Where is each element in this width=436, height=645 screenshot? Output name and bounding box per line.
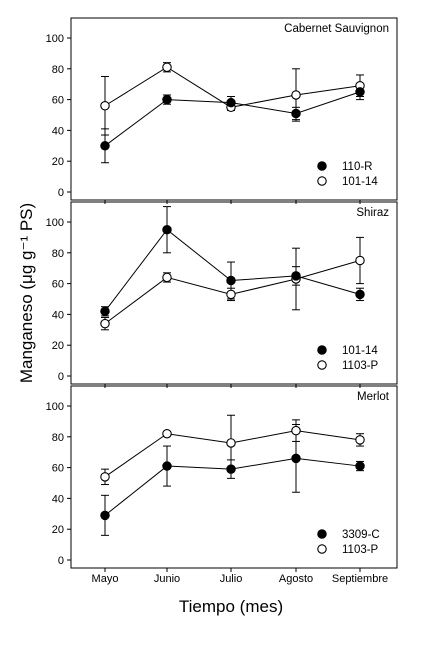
x-axis-title: Tiempo (mes) (179, 597, 283, 616)
legend-marker (317, 176, 327, 186)
data-point (226, 464, 236, 474)
legend-marker (317, 360, 327, 370)
data-point (162, 62, 172, 73)
y-tick-label: 20 (52, 524, 64, 536)
data-point (355, 435, 365, 445)
data-point (162, 94, 172, 105)
data-point (100, 141, 110, 151)
panel-title: Cabernet Sauvignon (284, 23, 389, 35)
y-axis-title: Manganeso (μg g⁻¹ PS) (17, 203, 36, 383)
y-tick-label: 100 (46, 33, 64, 45)
data-point (226, 275, 236, 286)
y-tick-label: 40 (52, 493, 64, 505)
y-tick-label: 100 (46, 217, 64, 229)
data-point (291, 108, 301, 119)
y-tick-label: 80 (52, 248, 64, 260)
y-tick-label: 20 (52, 340, 64, 352)
panel-title: Shiraz (356, 207, 389, 219)
legend-label: 3309-C (342, 529, 380, 541)
legend-label: 1103-P (342, 360, 379, 372)
data-point (226, 289, 236, 300)
y-tick-label: 100 (46, 401, 64, 413)
data-point (355, 289, 365, 300)
legend-label: 101-14 (342, 345, 378, 357)
panel-title: Merlot (357, 391, 390, 403)
data-point (162, 224, 172, 235)
panel-2: 0 20 40 60 80 100 Shiraz 101-14 1103-P (46, 201, 398, 388)
legend-marker (317, 161, 327, 171)
legend-marker (317, 345, 327, 355)
y-tick-label: 0 (58, 187, 64, 199)
legend-label: 101-14 (342, 176, 378, 188)
data-point (100, 101, 110, 111)
y-tick-label: 0 (58, 555, 64, 567)
data-point (226, 97, 236, 108)
data-point (355, 87, 365, 97)
data-point (162, 272, 172, 283)
data-point (162, 428, 172, 439)
y-tick-label: 40 (52, 309, 64, 321)
legend-label: 110-R (342, 161, 372, 173)
panel-3: 0 20 40 60 80 100 Merlot 3309-C 1103-P (46, 385, 398, 572)
data-point (100, 472, 110, 482)
x-tick-label: Agosto (279, 573, 313, 585)
x-tick-label: Mayo (92, 573, 119, 585)
data-point (100, 318, 110, 329)
panel-frame (70, 201, 398, 385)
legend-marker (317, 544, 327, 554)
y-tick-label: 20 (52, 156, 64, 168)
data-point (291, 453, 301, 464)
data-point (291, 90, 301, 100)
y-tick-label: 60 (52, 95, 64, 107)
legend-marker (317, 529, 327, 539)
data-point (291, 271, 301, 281)
panel-frame (70, 385, 398, 569)
y-tick-label: 80 (52, 64, 64, 76)
data-point (355, 255, 365, 266)
data-point (355, 461, 365, 471)
y-tick-label: 80 (52, 432, 64, 444)
y-tick-label: 40 (52, 125, 64, 137)
x-tick-label: Julio (220, 573, 243, 585)
x-tick-label: Septiembre (332, 573, 388, 585)
data-point (226, 438, 236, 448)
legend-label: 1103-P (342, 544, 379, 556)
data-point (100, 510, 110, 521)
panel-frame (70, 17, 398, 201)
y-tick-label: 0 (58, 371, 64, 383)
data-point (100, 306, 110, 317)
y-tick-label: 60 (52, 279, 64, 291)
panel-1: 0 20 40 60 80 100 Cabernet Sauvignon 110-R 101-1… (46, 17, 398, 204)
data-point (162, 461, 172, 471)
x-tick-label: Junio (154, 573, 180, 585)
data-point (291, 425, 301, 436)
y-tick-label: 60 (52, 463, 64, 475)
